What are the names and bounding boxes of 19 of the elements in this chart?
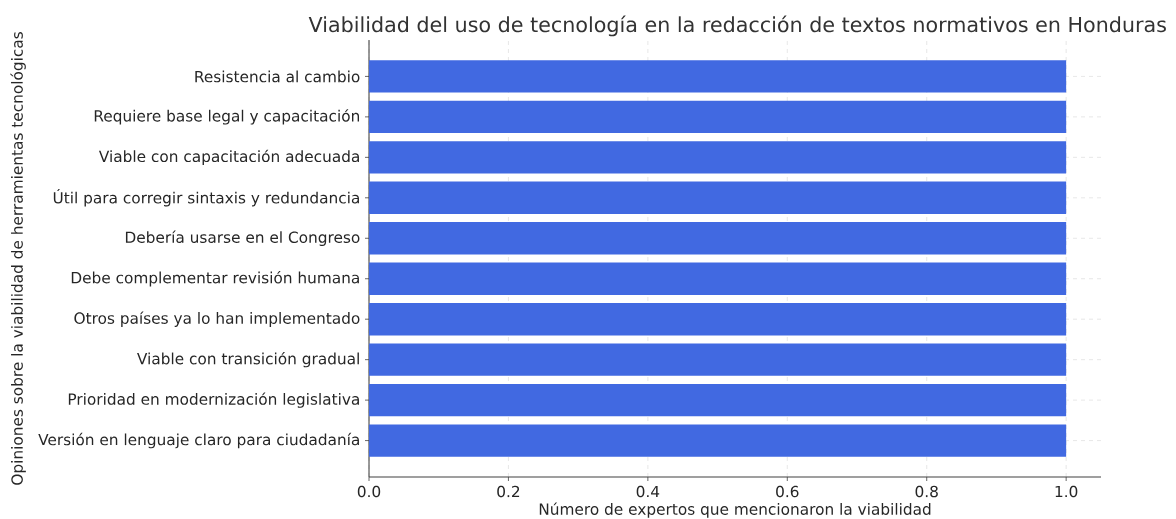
y-tick-label: Útil para corregir sintaxis y redundancia — [53, 189, 359, 207]
y-tick-label: Resistencia al cambio — [195, 70, 360, 83]
x-tick-label: 1.0 — [1055, 485, 1078, 498]
x-tick-label: 0.4 — [636, 485, 660, 498]
y-tick-label: Debería usarse en el Congreso — [125, 230, 360, 246]
x-tick-label: 0.0 — [357, 485, 381, 498]
x-tick-label: 0.8 — [915, 485, 938, 498]
x-tick-label: 0.6 — [776, 485, 799, 498]
y-tick-label: Versión en lenguaje claro para ciudadanía — [38, 432, 359, 449]
y-tick-label: Requiere base legal y capacitación — [94, 109, 360, 125]
y-tick-label: Debe complementar revisión humana — [71, 271, 359, 287]
y-tick-label: Prioridad en modernización legislativa — [68, 392, 359, 408]
y-tick-label: Viable con transición gradual — [137, 351, 359, 368]
x-axis-title: Número de expertos que mencionaron la viabilidad — [539, 502, 931, 518]
y-axis-title: Opiniones sobre la viabilidad de herramientas tecnológicas — [10, 32, 26, 485]
chart-title: Viabilidad del uso de tecnología en la redacción de textos normativos en Honduras — [308, 15, 1166, 37]
x-tick-label: 0.2 — [497, 485, 520, 498]
y-tick-label: Viable con capacitación adecuada — [98, 149, 359, 166]
y-tick-label: Otros países ya lo han implementado — [74, 311, 360, 327]
